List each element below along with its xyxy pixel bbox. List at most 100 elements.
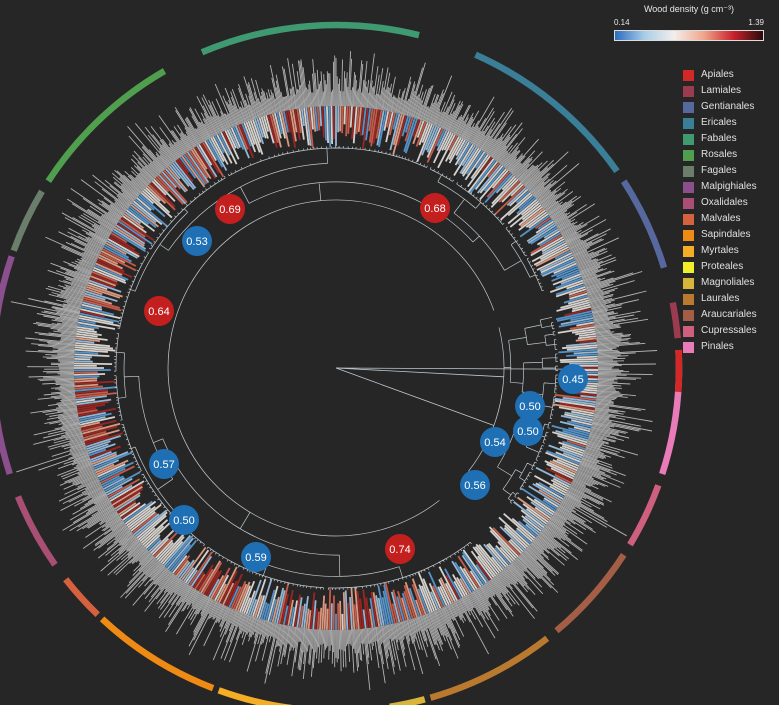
legend-label: Magnoliales: [701, 277, 755, 288]
tip-segment: [156, 541, 174, 561]
tip-segment: [196, 145, 218, 178]
tip-segment: [131, 512, 158, 534]
tip-segment: [155, 177, 170, 193]
tip-segment: [530, 234, 563, 255]
tip-segment: [467, 155, 491, 188]
tip-segment: [520, 487, 557, 512]
tip-segment: [262, 603, 270, 621]
tip-segment: [186, 569, 198, 585]
tip-segment: [341, 613, 344, 630]
tip-segment: [291, 109, 298, 133]
tip-segment: [484, 172, 512, 203]
colorbar-min-label: 0.14: [614, 18, 630, 27]
tip-segment: [170, 540, 197, 573]
tip-segment: [437, 586, 448, 606]
tip-segment: [230, 586, 242, 609]
node-value-label: 0.59: [245, 552, 266, 564]
tip-segment: [110, 483, 144, 504]
tip-segment: [145, 187, 161, 202]
legend-swatch: [683, 182, 694, 193]
tip-segment: [412, 119, 420, 137]
tip-segment: [80, 419, 117, 431]
order-arc: [14, 495, 58, 567]
tip-segment: [518, 520, 538, 538]
legend-label: Laurales: [701, 293, 740, 304]
legend-label: Myrtales: [701, 245, 739, 256]
tip-segment: [522, 503, 549, 523]
tip-segment: [282, 605, 289, 625]
tip-segment: [74, 355, 92, 359]
tip-segment: [432, 585, 444, 608]
tip-segment: [522, 518, 541, 534]
tip-segment: [391, 603, 399, 624]
tip-segment: [448, 135, 458, 151]
tip-segment: [273, 112, 282, 139]
tip-segment: [530, 226, 558, 245]
order-arc: [389, 696, 426, 705]
tip-segment: [273, 587, 285, 624]
tip-segment: [206, 570, 223, 597]
tip-segment: [78, 317, 120, 327]
node-circle: [480, 427, 510, 457]
tip-segment: [562, 452, 582, 461]
tip-segment: [136, 511, 168, 539]
tip-segment: [102, 248, 137, 267]
tip-segment: [403, 117, 416, 152]
tip-segment: [554, 397, 596, 406]
tip-segment: [128, 503, 162, 531]
tip-segment: [344, 590, 349, 630]
tip-segment: [146, 537, 161, 551]
tip-segment: [543, 497, 559, 508]
tip-segment: [276, 112, 283, 135]
tip-segment: [459, 146, 478, 174]
tip-segment: [531, 242, 567, 263]
tip-segment: [100, 465, 135, 484]
tip-segment: [80, 421, 101, 428]
tip-segment: [133, 513, 160, 536]
tip-segment: [202, 141, 225, 178]
tip-segment: [243, 122, 257, 153]
tip-segment: [139, 193, 166, 218]
tip-segment: [310, 107, 314, 130]
legend-label: Pinales: [701, 341, 734, 352]
tip-segment: [516, 197, 536, 215]
tip-segment: [184, 549, 210, 584]
node-circle: [558, 364, 588, 394]
tip-segment: [119, 218, 146, 238]
tip-segment: [249, 599, 258, 616]
node-value-label: 0.45: [562, 374, 583, 386]
tip-segment: [404, 581, 418, 618]
tip-segment: [562, 429, 589, 439]
tip-segment: [475, 543, 500, 574]
tip-segment: [91, 453, 118, 465]
node-value-label: 0.64: [148, 306, 169, 318]
tip-segment: [439, 577, 454, 603]
tip-segment: [375, 595, 383, 627]
tip-segment: [368, 108, 374, 132]
node-value-label: 0.74: [389, 544, 410, 556]
node-marker: 0.56: [460, 470, 490, 500]
tip-segment: [573, 426, 591, 433]
tip-segment: [296, 597, 303, 628]
node-value-label: 0.68: [424, 203, 445, 215]
tip-segment: [558, 441, 585, 452]
tip-segment: [280, 593, 289, 625]
tip-segment: [267, 114, 278, 148]
tip-segment: [74, 375, 100, 378]
tip-segment: [461, 551, 486, 585]
tip-segment: [126, 209, 156, 232]
tip-segment: [196, 564, 214, 591]
tip-segment: [452, 573, 466, 597]
tip-segment: [504, 524, 529, 548]
tip-segment: [74, 379, 98, 383]
tip-segment: [76, 398, 96, 404]
tip-segment: [216, 583, 227, 602]
tip-segment: [532, 483, 563, 502]
tip-segment: [359, 598, 365, 629]
tip-segment: [548, 444, 583, 459]
node-marker: 0.64: [144, 296, 174, 326]
legend-swatch: [683, 342, 694, 353]
tip-segment: [76, 332, 98, 338]
tip-segment: [83, 294, 113, 305]
tip-segment: [74, 377, 98, 381]
